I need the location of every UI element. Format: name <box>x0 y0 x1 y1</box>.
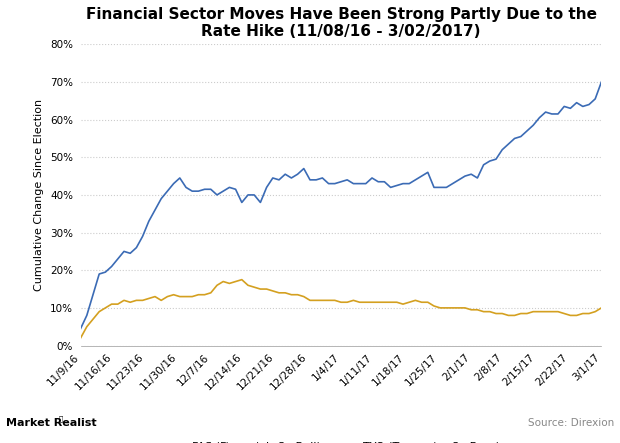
FAS (Financials 3x Bull) <box>238 200 246 205</box>
FAS (Financials 3x Bull) <box>567 106 574 111</box>
Text: Source: Direxion: Source: Direxion <box>528 418 614 428</box>
FAS (Financials 3x Bull) <box>232 187 239 192</box>
TYO (Treasuries 3x Bear) <box>263 287 270 292</box>
TYO (Treasuries 3x Bear) <box>238 277 246 282</box>
Y-axis label: Cumulative Change Since Election: Cumulative Change Since Election <box>34 99 45 291</box>
TYO (Treasuries 3x Bear) <box>573 313 580 318</box>
TYO (Treasuries 3x Bear) <box>598 305 605 311</box>
TYO (Treasuries 3x Bear) <box>343 299 351 305</box>
FAS (Financials 3x Bull) <box>598 79 605 85</box>
Text: Market Realist: Market Realist <box>6 418 97 428</box>
TYO (Treasuries 3x Bear) <box>164 294 171 299</box>
Legend: FAS (Financials 3x Bull), TYO (Treasuries 3x Bear): FAS (Financials 3x Bull), TYO (Treasurie… <box>156 437 505 443</box>
Title: Financial Sector Moves Have Been Strong Partly Due to the
Rate Hike (11/08/16 - : Financial Sector Moves Have Been Strong … <box>86 7 596 39</box>
FAS (Financials 3x Bull) <box>164 189 171 194</box>
FAS (Financials 3x Bull) <box>337 179 345 184</box>
FAS (Financials 3x Bull) <box>77 326 84 331</box>
FAS (Financials 3x Bull) <box>257 200 264 205</box>
Line: FAS (Financials 3x Bull): FAS (Financials 3x Bull) <box>81 82 601 329</box>
TYO (Treasuries 3x Bear) <box>244 283 252 288</box>
Line: TYO (Treasuries 3x Bear): TYO (Treasuries 3x Bear) <box>81 280 601 338</box>
Text: Ⓡ: Ⓡ <box>59 416 63 422</box>
TYO (Treasuries 3x Bear) <box>232 279 239 284</box>
TYO (Treasuries 3x Bear) <box>77 335 84 341</box>
